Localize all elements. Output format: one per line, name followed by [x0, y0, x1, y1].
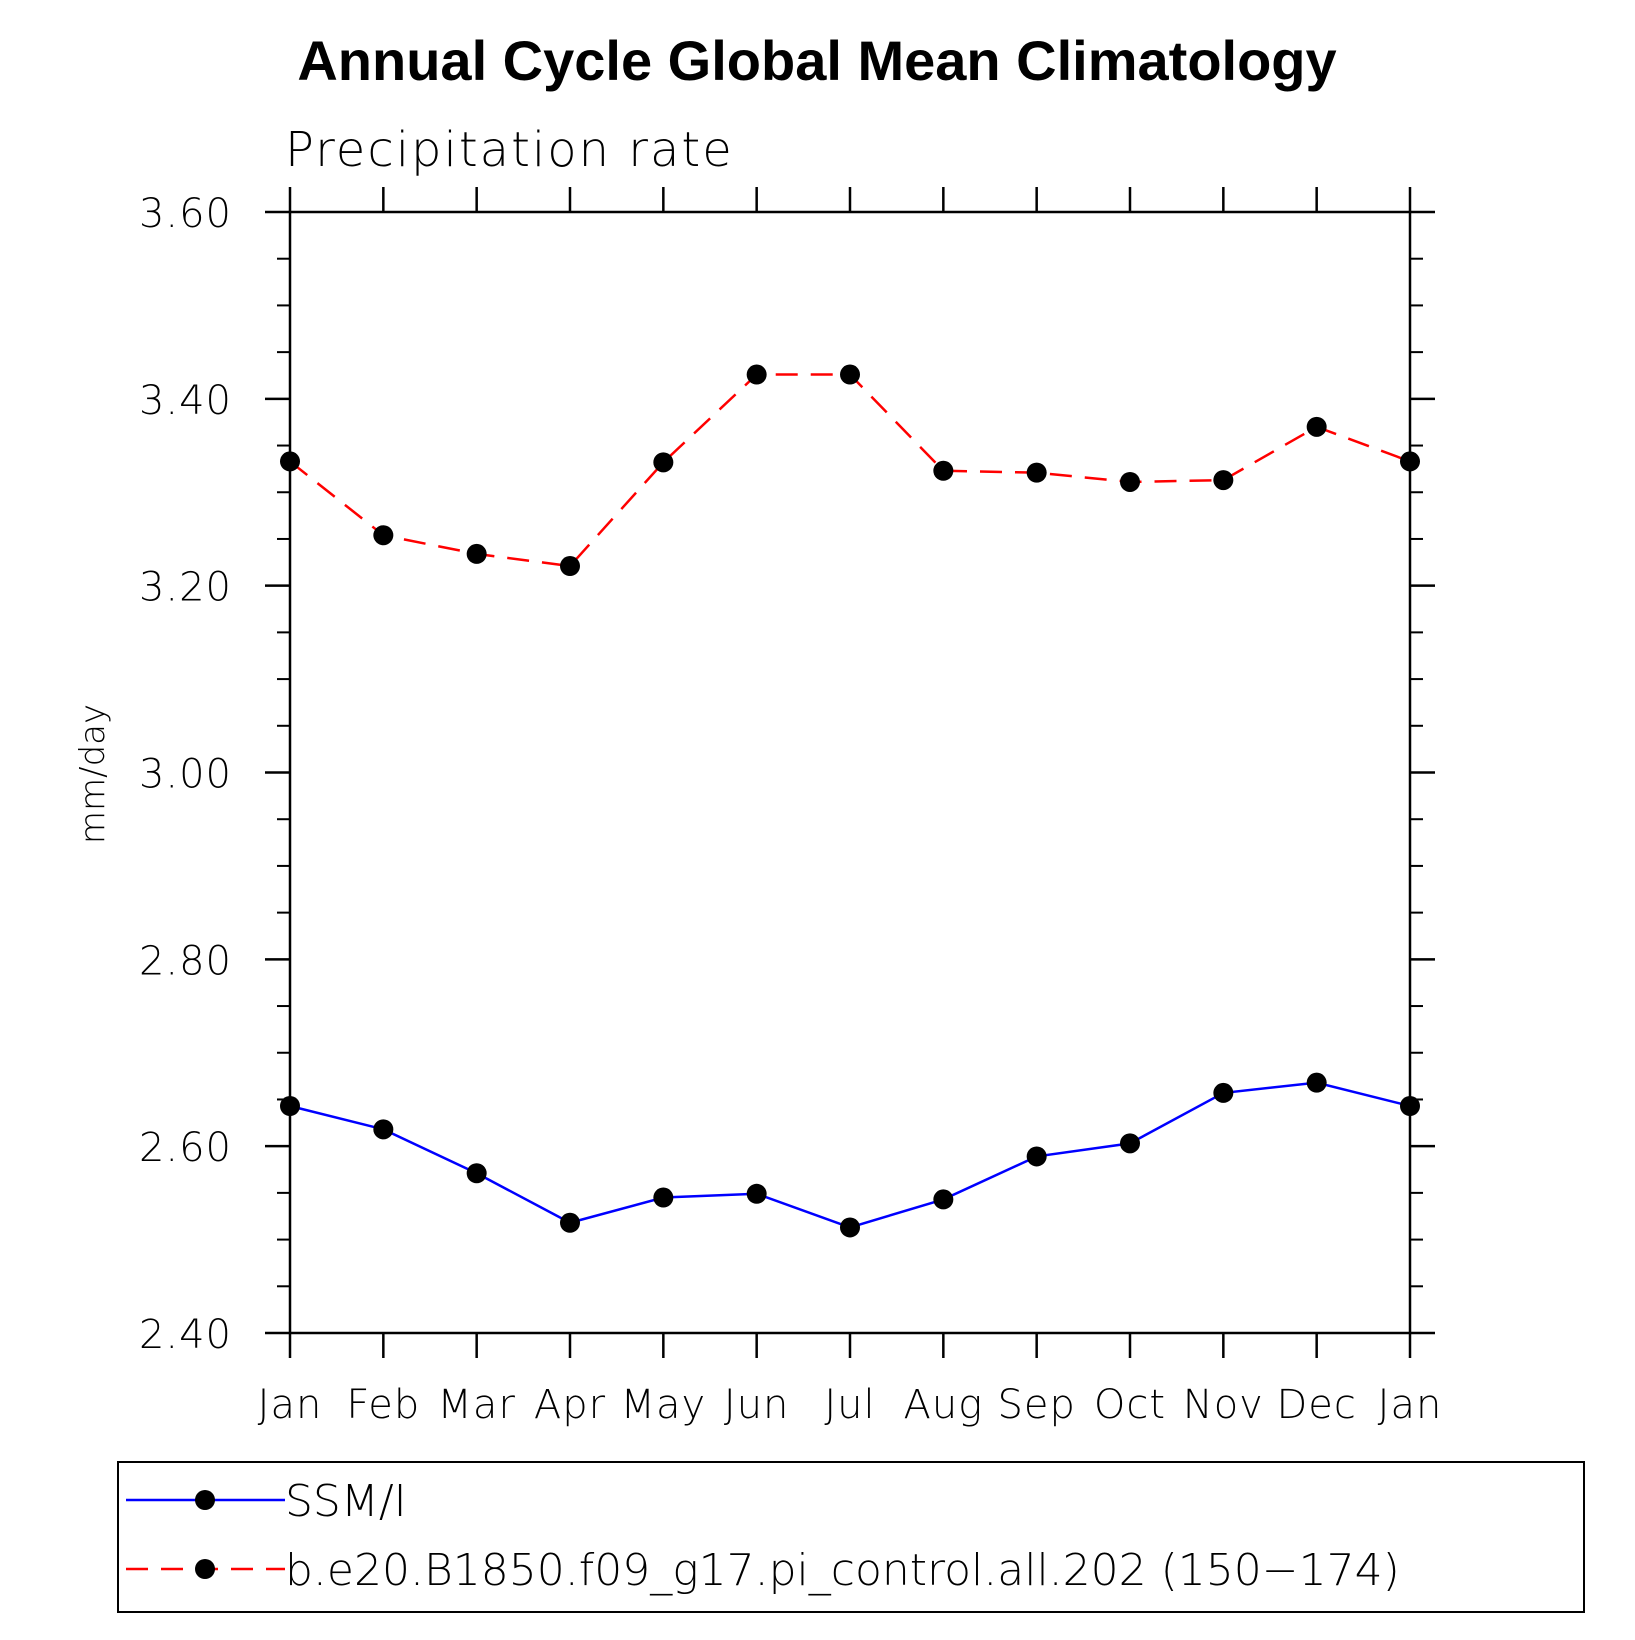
series-0-point [560, 1212, 580, 1233]
y-tick-label: 3.40 [139, 378, 232, 424]
series-0-point [653, 1187, 674, 1208]
x-tick-label: Jun [724, 1382, 790, 1428]
y-tick-label: 3.00 [139, 752, 232, 798]
series-0-point [840, 1217, 860, 1238]
series-0-point [933, 1189, 954, 1210]
series-0-point [373, 1119, 394, 1140]
series-0-point [1306, 1072, 1327, 1093]
x-tick-label: Jan [258, 1382, 323, 1428]
x-tick-label: Jan [1378, 1382, 1443, 1428]
series-line-1 [289, 373, 1411, 568]
y-tick-label: 2.40 [139, 1312, 232, 1358]
x-tick-label: Oct [1094, 1382, 1166, 1428]
x-tick-label: Jul [824, 1382, 875, 1428]
series-1-point [746, 364, 767, 385]
y-tick-label: 2.60 [139, 1125, 232, 1171]
series-1-point [466, 543, 487, 564]
series-1-point [1306, 416, 1327, 437]
series-1-point [373, 525, 394, 546]
series-line-0 [289, 1081, 1411, 1229]
chart-subtitle: Precipitation rate [285, 122, 734, 178]
x-tick-label: Sep [997, 1382, 1075, 1428]
x-tick-label: Dec [1276, 1382, 1356, 1428]
series-1-point [560, 556, 580, 577]
x-tick-label: Feb [346, 1382, 420, 1428]
x-tick-label: Nov [1183, 1382, 1264, 1428]
legend-box [117, 1461, 1585, 1613]
legend-marker-0 [195, 1490, 215, 1510]
y-tick-label: 3.20 [139, 565, 232, 611]
legend-label-1: b.e20.B1850.f09_g17.pi_control.all.202 (… [285, 1545, 1400, 1596]
series-1-point [280, 451, 300, 472]
series-1-point [933, 460, 954, 481]
chart-title: Annual Cycle Global Mean Climatology [297, 29, 1336, 92]
axes: Jan Feb Mar Apr May Jun Jul Aug Sep Oct Nov Dec Jan 2… [139, 187, 1443, 1428]
legend-label-0: SSM/I [285, 1476, 407, 1527]
series-0-point [1213, 1082, 1234, 1103]
series-0-point [280, 1095, 300, 1116]
series-1-point [1400, 451, 1420, 472]
series-0-point [1026, 1146, 1047, 1167]
legend: SSM/I b.e20.B1850.f09_g17.pi_control.all.… [117, 1461, 1585, 1613]
series-1-point [653, 452, 674, 473]
y-tick-label: 2.80 [139, 938, 232, 984]
series-0-point [1120, 1133, 1140, 1154]
series-1-point [840, 364, 860, 385]
x-tick-label: May [620, 1382, 706, 1428]
series-layer [280, 364, 1420, 1238]
x-tick-label: Apr [534, 1382, 606, 1428]
series-1-point [1213, 470, 1234, 491]
series-1-point [1026, 462, 1047, 483]
x-tick-label: Mar [437, 1382, 515, 1428]
series-0-point [466, 1163, 487, 1184]
y-tick-label: 3.60 [139, 191, 232, 237]
y-axis-label: mm/day [73, 704, 113, 844]
series-0-point [1400, 1095, 1420, 1116]
x-tick-label: Aug [903, 1382, 983, 1428]
series-0-point [746, 1183, 767, 1204]
series-1-point [1120, 471, 1140, 492]
legend-marker-1 [195, 1559, 215, 1579]
